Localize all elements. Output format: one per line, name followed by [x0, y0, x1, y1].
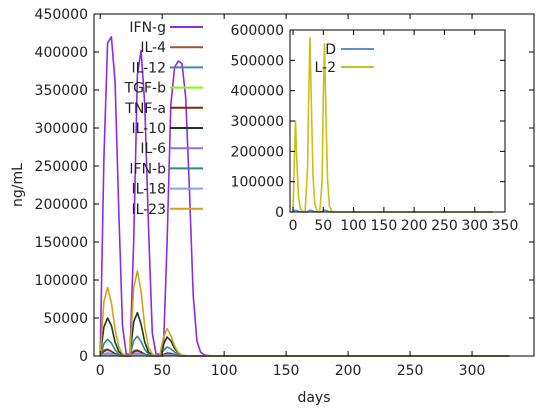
- main-x-tick-label: 100: [211, 363, 238, 379]
- inset-y-tick-label: 100000: [231, 175, 284, 191]
- legend-label-tgf-b: TGF-b: [124, 81, 167, 97]
- legend-label-ifn-b: IFN-b: [129, 161, 166, 177]
- series-line-il-23: [99, 270, 510, 357]
- legend-label-l-2: L-2: [314, 60, 336, 76]
- main-y-tick-label: 450000: [35, 7, 88, 23]
- main-y-tick-label: 0: [79, 349, 88, 365]
- main-axis-ticks: 0 50 100 150 200 250 3000500001000001500002000…: [35, 7, 534, 379]
- inset-x-tick-label: 300: [461, 218, 488, 234]
- inset-x-tick-label: 0: [289, 218, 298, 234]
- main-y-tick-label: 300000: [35, 121, 88, 137]
- main-y-tick-label: 200000: [35, 197, 88, 213]
- inset-y-tick-label: 0: [275, 205, 284, 221]
- legend-label-ifn-g: IFN-g: [129, 20, 166, 36]
- inset-y-tick-label: 500000: [231, 53, 284, 69]
- main-y-tick-label: 400000: [35, 45, 88, 61]
- inset-x-tick-label: 250: [431, 218, 458, 234]
- legend-label-tnf-a: TNF-a: [124, 101, 166, 117]
- inset-legend: D L-2: [314, 42, 374, 76]
- legend-label-il-10: IL-10: [131, 121, 166, 137]
- main-y-tick-label: 250000: [35, 159, 88, 175]
- main-x-tick-label: 150: [273, 363, 300, 379]
- main-x-axis-label: days: [297, 390, 330, 406]
- main-plot-frame: [93, 13, 535, 357]
- main-chart: 0 50 100 150 200 250 3000500001000001500002000…: [10, 7, 535, 406]
- legend-label-d: D: [325, 42, 336, 58]
- main-y-axis-label: ng/mL: [10, 163, 26, 207]
- main-x-tick-label: 200: [335, 363, 362, 379]
- legend-label-il-4: IL-4: [140, 40, 166, 56]
- legend-label-il-18: IL-18: [131, 182, 166, 198]
- inset-x-tick-label: 150: [371, 218, 398, 234]
- inset-chart: 0 50 100 150 200 250 300 350 0 100000 200000 300000…: [231, 23, 519, 234]
- main-y-tick-label: 50000: [43, 311, 88, 327]
- inset-x-tick-label: 100: [340, 218, 367, 234]
- main-x-tick-label: 50: [153, 363, 171, 379]
- inset-x-tick-label: 50: [314, 218, 332, 234]
- main-x-tick-label: 0: [96, 363, 105, 379]
- main-y-tick-label: 100000: [35, 273, 88, 289]
- main-y-tick-label: 150000: [35, 235, 88, 251]
- inset-y-tick-label: 400000: [231, 84, 284, 100]
- main-x-tick-label: 300: [459, 363, 486, 379]
- inset-axis-ticks: 0 50 100 150 200 250 300 350 0 100000 200000 300000…: [231, 23, 519, 234]
- main-y-tick-label: 350000: [35, 83, 88, 99]
- inset-y-tick-label: 300000: [231, 114, 284, 130]
- legend-label-il-23: IL-23: [131, 202, 166, 218]
- main-legend: IFN-g IL-4 IL-12 TGF-b TNF-a IL-10 IL-6 IFN-b IL…: [124, 20, 203, 218]
- inset-x-tick-label: 200: [401, 218, 428, 234]
- main-x-tick-label: 250: [397, 363, 424, 379]
- inset-y-tick-label: 600000: [231, 23, 284, 39]
- legend-label-il-12: IL-12: [131, 60, 166, 76]
- legend-label-il-6: IL-6: [140, 141, 166, 157]
- inset-y-tick-label: 200000: [231, 144, 284, 160]
- inset-x-tick-label: 350: [492, 218, 519, 234]
